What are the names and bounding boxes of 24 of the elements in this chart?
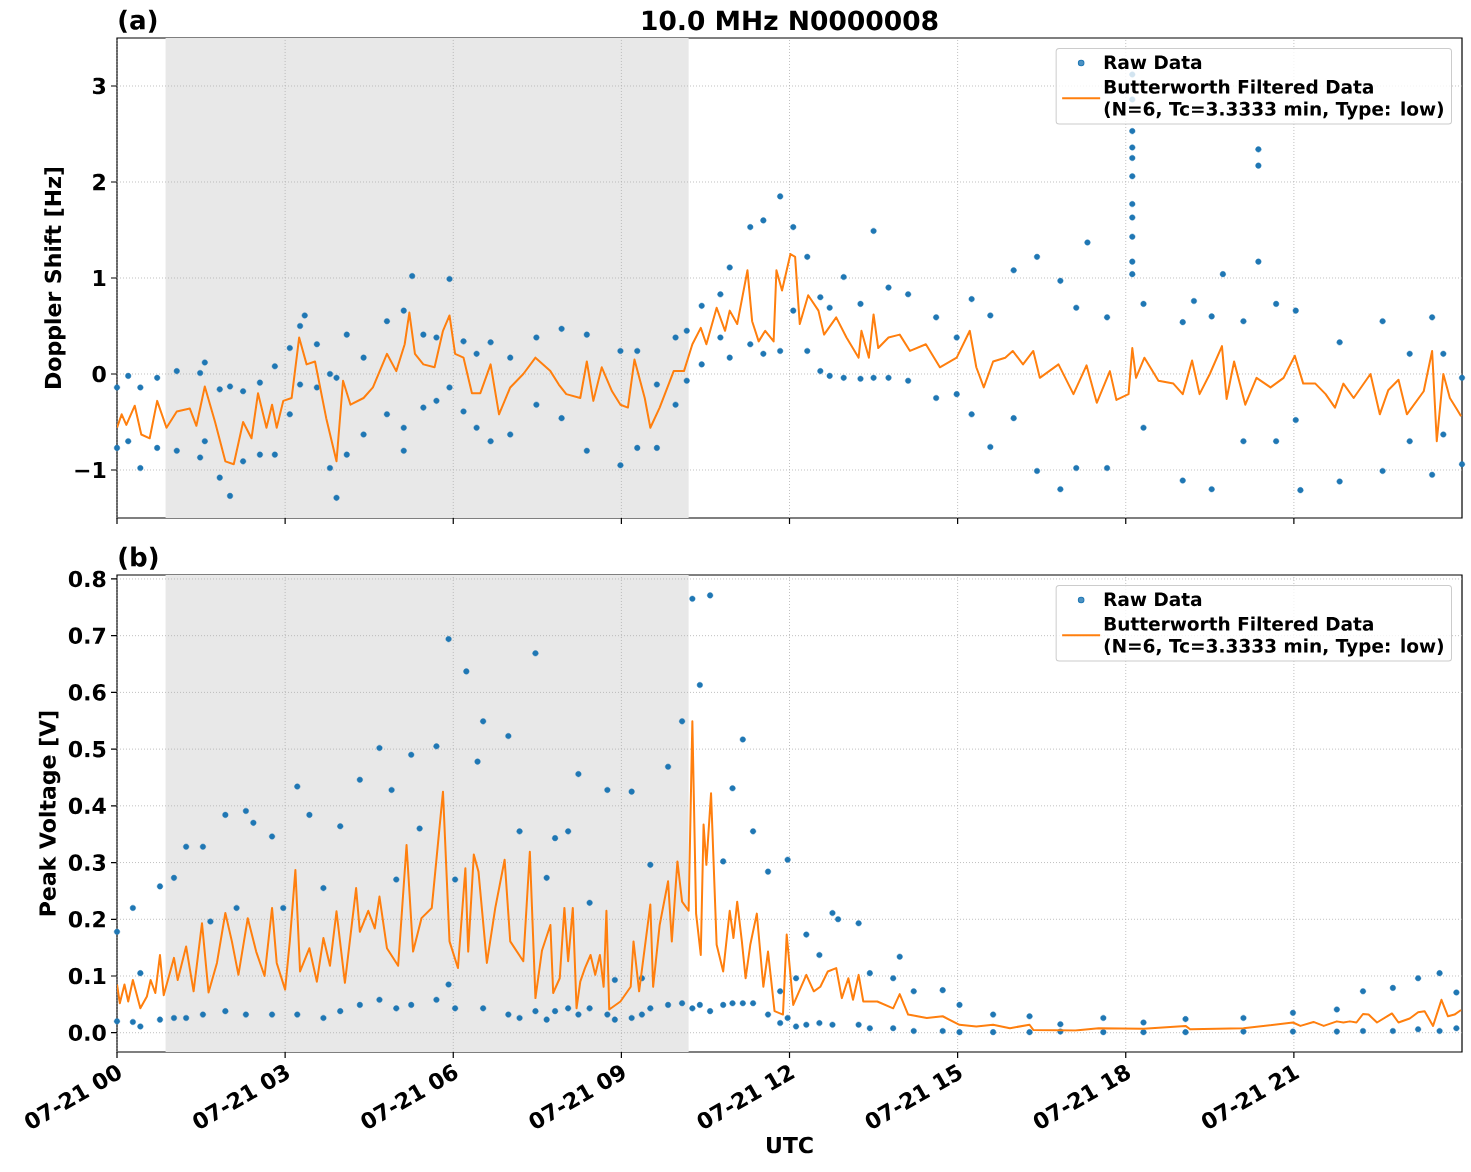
y-tick-label: 0 bbox=[92, 365, 106, 383]
y-tick-label: 2 bbox=[93, 173, 105, 191]
y-tick-label: 0.4 bbox=[68, 797, 106, 815]
text: (b) bbox=[119, 546, 158, 570]
y-tick-label: 0.1 bbox=[68, 967, 106, 985]
y-tick-label: 0.3 bbox=[68, 854, 106, 871]
text: (a) bbox=[119, 9, 157, 33]
y-tick-label: −1 bbox=[75, 461, 106, 479]
y-tick-label: 0.0 bbox=[68, 1024, 106, 1042]
y-axis-title: Peak Voltage [V] bbox=[38, 711, 61, 916]
legend-label: Raw Data bbox=[1104, 55, 1202, 70]
legend-label: Butterworth Filtered Data (N=6, Tc=3.3333 min, Type: low) bbox=[1104, 79, 1443, 120]
x-axis-title: UTC bbox=[767, 1136, 813, 1154]
y-tick-label: 0.5 bbox=[68, 740, 106, 758]
y-tick-label: 0.2 bbox=[68, 910, 105, 928]
y-tick-label: 1 bbox=[93, 269, 106, 287]
y-tick-label: 0.8 bbox=[68, 570, 106, 588]
y-tick-label: 3 bbox=[92, 77, 106, 95]
legend-label: Butterworth Filtered Data (N=6, Tc=3.3333 min, Type: low) bbox=[1104, 616, 1443, 657]
y-axis-title: Doppler Shift [Hz] bbox=[44, 167, 66, 388]
legend-label: Raw Data bbox=[1104, 592, 1202, 607]
y-tick-label: 0.7 bbox=[68, 627, 106, 644]
y-tick-label: 0.6 bbox=[68, 684, 106, 701]
chart-title: 10.0 MHz N0000008 bbox=[642, 10, 938, 31]
